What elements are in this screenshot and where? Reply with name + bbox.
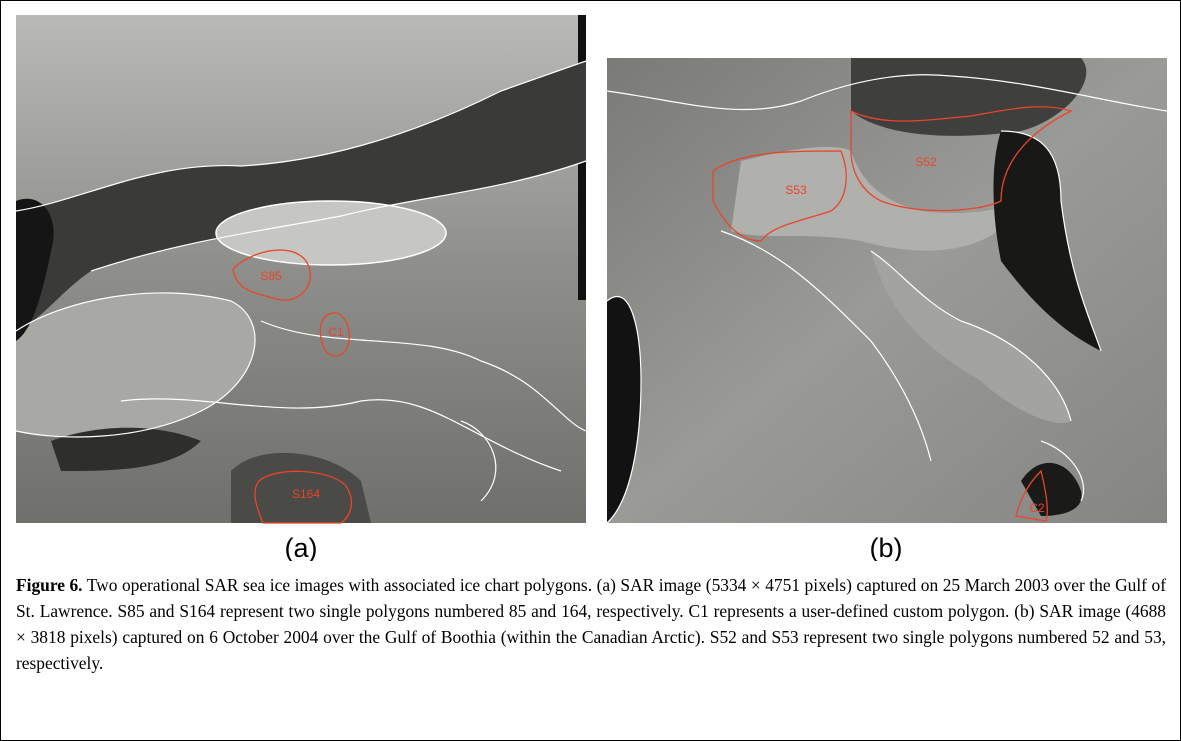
caption-label: Figure 6. [16, 575, 83, 595]
panel-label: (a) [285, 533, 318, 561]
figure-images: S85 C1 S164 S52 S53 C2 (a) (b) [1, 1, 1181, 561]
sar-image-a: S85 C1 S164 [16, 15, 586, 523]
polygon-label: C1 [328, 325, 344, 339]
polygon-label: S52 [915, 155, 937, 169]
polygon-label: S53 [785, 183, 807, 197]
panel-label: (b) [870, 533, 903, 561]
polygon-label: S164 [292, 487, 320, 501]
caption-text: Two operational SAR sea ice images with … [16, 575, 1166, 673]
polygon-label: S85 [260, 269, 282, 283]
figure-page: S85 C1 S164 S52 S53 C2 (a) (b) Figure 6.… [0, 0, 1181, 741]
sar-image-b: S52 S53 C2 [607, 58, 1167, 523]
figure-caption: Figure 6. Two operational SAR sea ice im… [16, 572, 1166, 676]
polygon-label: C2 [1029, 501, 1045, 515]
